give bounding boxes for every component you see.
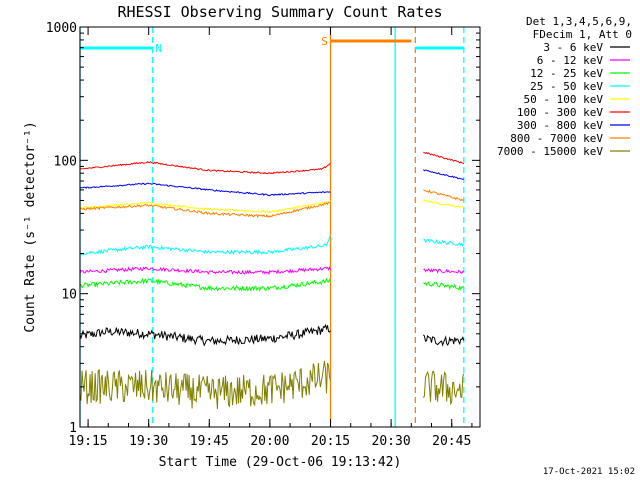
x-tick-label: 19:15 [69,434,108,449]
y-tick-label: 100 [54,154,77,169]
series-line-25-50-kev [423,238,465,248]
series-line-12-25-kev [79,277,331,292]
series-line-12-25-kev [423,281,465,292]
x-tick-label: 20:30 [372,434,411,449]
x-tick-label: 20:00 [250,434,289,449]
y-tick-label: 1000 [46,21,77,36]
series-line-100-300-kev [423,151,465,165]
y-axis: 1 10 100 1000 [46,21,480,436]
legend-label: 300 - 800 keV [517,119,603,132]
legend-label: 6 - 12 keV [537,54,604,67]
timestamp: 17-Oct-2021 15:02 [543,467,635,477]
x-tick-label: 19:30 [129,434,168,449]
x-tick-label: 20:45 [432,434,471,449]
series-line-50-100-kev [79,200,331,214]
flag-label: N [155,42,162,55]
x-axis: 19:15 19:30 19:45 20:00 20:15 20:30 20:45 [69,27,473,449]
legend-label: 25 - 50 keV [530,80,603,93]
x-tick-label: 20:15 [311,434,350,449]
chart-title: RHESSI Observing Summary Count Rates [117,3,442,21]
series-line-50-100-kev [423,199,465,208]
legend-label: 50 - 100 keV [524,93,604,106]
series-line-7000-15000-kev [79,360,331,410]
series-line-3-6-kev [79,323,331,347]
y-tick-label: 10 [61,288,77,303]
series-line-6-12-kev [79,266,331,275]
series-line-800-7000-kev [79,201,331,219]
legend-header-2: FDecim 1, Att 0 [533,28,632,41]
series-line-7000-15000-kev [422,370,465,406]
legend-label: 7000 - 15000 keV [497,145,603,158]
series-line-800-7000-kev [423,189,465,202]
series-line-100-300-kev [79,161,331,175]
y-tick-label: 1 [69,421,77,436]
x-tick-label: 19:45 [190,434,229,449]
gap-lines [79,27,465,427]
series-group [79,151,465,410]
flag-label: S [321,35,328,48]
x-axis-label: Start Time (29-Oct-06 19:13:42) [159,455,402,470]
legend-header-1: Det 1,3,4,5,6,9, [526,15,632,28]
series-line-300-800-kev [79,182,331,197]
series-line-300-800-kev [423,169,464,180]
flag-bars: NS [80,35,464,55]
series-line-3-6-kev [423,334,465,347]
legend-label: 12 - 25 keV [530,67,603,80]
legend: Det 1,3,4,5,6,9, FDecim 1, Att 0 3 - 6 k… [497,15,632,158]
series-line-25-50-kev [79,234,331,256]
plot-frame [79,26,481,428]
series-line-6-12-kev [423,268,465,275]
y-axis-label: Count Rate (s⁻¹ detector⁻¹) [23,121,38,332]
legend-label: 100 - 300 keV [517,106,603,119]
legend-label: 800 - 7000 keV [510,132,603,145]
legend-label: 3 - 6 keV [543,41,603,54]
